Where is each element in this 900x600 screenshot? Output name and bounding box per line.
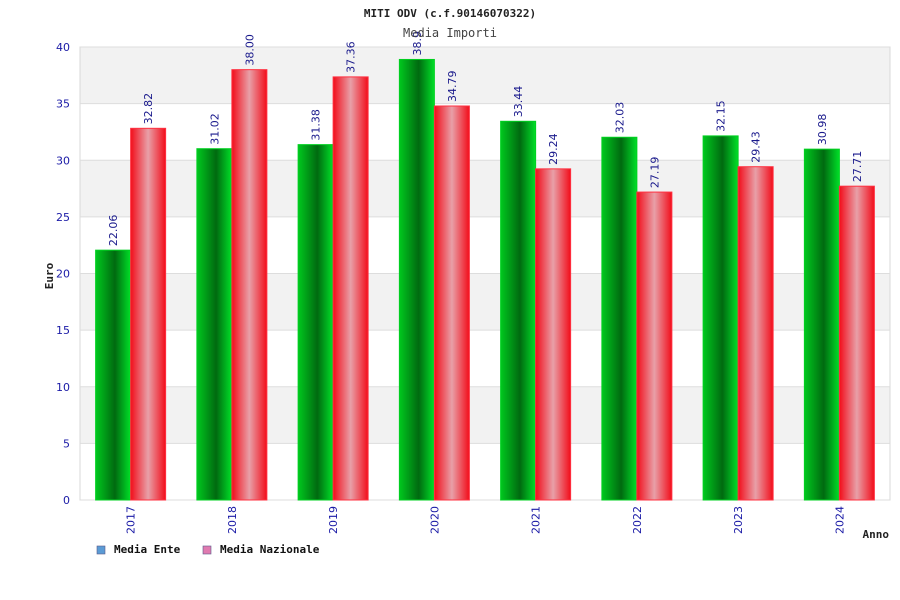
bar-media-nazionale-2020	[433, 105, 470, 501]
x-tick-label-2023: 2023	[732, 506, 745, 534]
bar-media-nazionale-2023	[737, 166, 774, 501]
bar-label-media-ente-2018: 31.02	[208, 113, 221, 145]
legend-label-media-nazionale: Media Nazionale	[220, 543, 320, 556]
y-tick-label: 20	[56, 268, 70, 281]
bar-media-ente-2023	[702, 135, 739, 501]
bar-label-media-nazionale-2021: 29.24	[547, 133, 560, 165]
bar-media-ente-2024	[803, 148, 840, 501]
bar-label-media-nazionale-2018: 38.00	[243, 34, 256, 66]
bar-label-media-nazionale-2023: 29.43	[750, 131, 763, 163]
y-axis-ticks: 0 5 10 15 20 25 30 35 40	[56, 41, 70, 507]
x-tick-label-2021: 2021	[530, 506, 543, 534]
bar-label-media-nazionale-2019: 37.36	[345, 41, 358, 73]
bar-media-ente-2019	[297, 144, 334, 501]
bar-media-nazionale-2019	[332, 76, 369, 501]
y-tick-label: 15	[56, 324, 70, 337]
chart-title: MITI ODV (c.f.90146070322)	[364, 7, 536, 20]
bar-label-media-ente-2022: 32.03	[613, 102, 626, 134]
y-tick-label: 35	[56, 98, 70, 111]
bar-label-media-nazionale-2017: 32.82	[142, 93, 155, 125]
x-tick-label-2017: 2017	[125, 506, 138, 534]
bar-label-media-nazionale-2022: 27.19	[648, 157, 661, 189]
x-tick-label-2019: 2019	[327, 506, 340, 534]
bar-label-media-ente-2019: 31.38	[310, 109, 323, 141]
bar-label-media-ente-2020: 38.9	[411, 31, 424, 56]
y-tick-label: 10	[56, 381, 70, 394]
y-tick-label: 40	[56, 41, 70, 54]
x-tick-label-2024: 2024	[833, 506, 846, 534]
y-tick-label: 0	[63, 494, 70, 507]
x-axis-ticks: 2017 2018 2019 2020 2021 2022 2023 2024	[125, 506, 847, 534]
bar-media-nazionale-2024	[838, 185, 875, 501]
bar-label-media-nazionale-2024: 27.71	[851, 151, 864, 183]
bars	[95, 58, 875, 501]
y-tick-label: 25	[56, 211, 70, 224]
x-tick-label-2020: 2020	[428, 506, 441, 534]
chart-subtitle: Media Importi	[403, 26, 497, 40]
bar-media-ente-2018	[196, 148, 233, 501]
bar-media-nazionale-2018	[231, 69, 268, 501]
y-tick-label: 30	[56, 154, 70, 167]
x-axis-title: Anno	[863, 528, 890, 541]
y-axis-title: Euro	[43, 262, 56, 289]
x-tick-label-2018: 2018	[226, 506, 239, 534]
legend-swatch-media-ente	[96, 545, 106, 555]
bar-media-ente-2017	[95, 249, 132, 501]
bar-media-nazionale-2017	[130, 127, 167, 501]
bar-label-media-ente-2023: 32.15	[715, 100, 728, 132]
bar-media-nazionale-2022	[636, 191, 673, 501]
bar-labels: 22.06 32.82 31.02 38.00 31.38 37.36 38.9 34.79 3…	[107, 31, 864, 246]
x-tick-label-2022: 2022	[631, 506, 644, 534]
plot-band	[80, 47, 890, 104]
bar-label-media-ente-2021: 33.44	[512, 86, 525, 118]
y-tick-label: 5	[63, 437, 70, 450]
bar-media-nazionale-2021	[535, 168, 572, 501]
legend: Media Ente Media Nazionale	[96, 543, 320, 556]
bar-media-ente-2020	[398, 58, 435, 501]
bar-label-media-ente-2024: 30.98	[816, 114, 829, 146]
legend-swatch-media-nazionale	[202, 545, 212, 555]
bar-label-media-ente-2017: 22.06	[107, 215, 120, 247]
legend-label-media-ente: Media Ente	[114, 543, 181, 556]
bar-media-ente-2021	[500, 120, 537, 501]
bar-media-ente-2022	[601, 136, 638, 501]
bar-label-media-nazionale-2020: 34.79	[446, 71, 459, 103]
